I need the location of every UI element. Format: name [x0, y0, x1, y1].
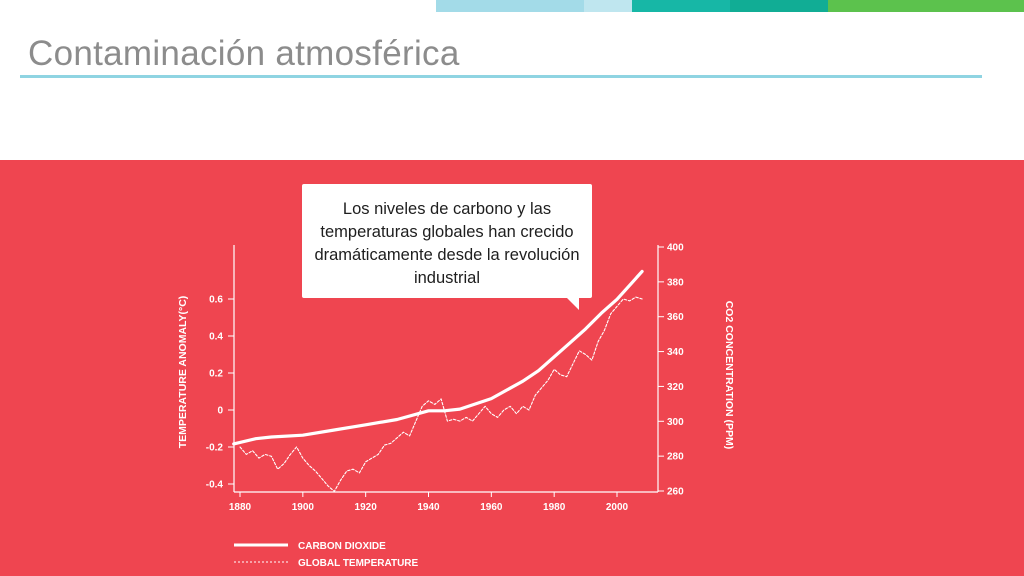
right-tick-label: 360 — [667, 312, 684, 323]
temperature-series-line — [239, 296, 643, 492]
right-tick-label: 400 — [667, 243, 684, 254]
left-tick-label: 0.6 — [209, 295, 223, 306]
x-tick-label: 1900 — [292, 502, 315, 513]
right-tick-label: 320 — [667, 382, 684, 393]
accent-bar-green — [828, 0, 1024, 12]
x-tick-label: 1980 — [543, 502, 566, 513]
right-tick-label: 280 — [667, 452, 684, 463]
right-tick-label: 260 — [667, 487, 684, 498]
left-tick-label: 0 — [217, 406, 223, 417]
callout-tail — [565, 296, 579, 310]
left-tick-label: -0.2 — [206, 443, 224, 454]
right-axis-title: CO2 CONCENTRATION (PPM) — [723, 301, 735, 450]
callout-box: Los niveles de carbono y las temperatura… — [302, 184, 592, 298]
accent-bar-light-blue — [436, 0, 584, 12]
right-tick-label: 340 — [667, 347, 684, 358]
left-tick-label: -0.4 — [206, 480, 224, 491]
accent-bar-dark-teal — [730, 0, 828, 12]
right-tick-label: 300 — [667, 417, 684, 428]
left-tick-label: 0.2 — [209, 369, 223, 380]
x-tick-label: 1940 — [417, 502, 440, 513]
top-accent-bars — [0, 0, 1024, 12]
accent-bar-pale-blue — [584, 0, 632, 12]
slide-title: Contaminación atmosférica — [28, 34, 460, 73]
right-tick-label: 380 — [667, 277, 684, 288]
legend-temp-label: GLOBAL TEMPERATURE — [298, 558, 419, 569]
legend-co2-label: CARBON DIOXIDE — [298, 541, 386, 552]
accent-bar-teal — [632, 0, 730, 12]
x-tick-label: 1960 — [480, 502, 503, 513]
x-tick-label: 1880 — [229, 502, 252, 513]
left-tick-label: 0.4 — [209, 332, 223, 343]
title-underline — [20, 75, 982, 78]
co2-series-line — [232, 269, 644, 446]
left-axis-title: TEMPERATURE ANOMALY(°C) — [177, 296, 189, 449]
x-tick-label: 1920 — [355, 502, 378, 513]
x-tick-label: 2000 — [606, 502, 629, 513]
